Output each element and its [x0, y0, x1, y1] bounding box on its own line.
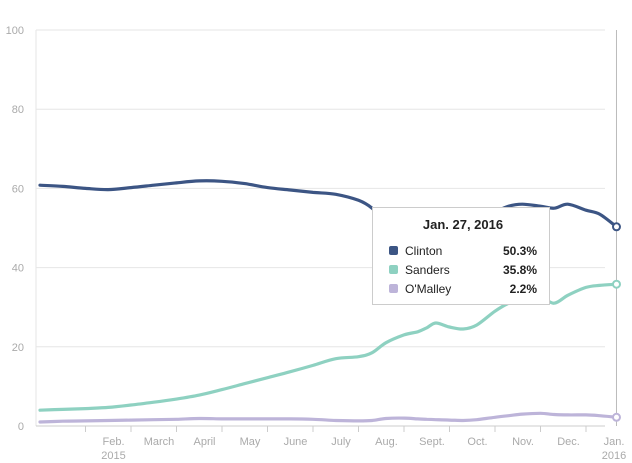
- omalley-marker: [611, 412, 621, 422]
- hover-markers: [611, 222, 621, 422]
- sanders-marker: [611, 279, 621, 289]
- tooltip-row-value: 35.8%: [502, 262, 537, 277]
- x-tick-label: July: [331, 436, 351, 448]
- tooltip-title: Jan. 27, 2016: [422, 217, 504, 232]
- x-tick-label: Oct.: [467, 436, 487, 448]
- x-tick-year: 2015: [101, 450, 125, 462]
- tooltip: Jan. 27, 2016 Clinton 50.3% Sanders 35.8…: [372, 207, 550, 305]
- x-tick-label: Dec.: [557, 436, 580, 448]
- x-tick-label: Aug.: [375, 436, 398, 448]
- tooltip-row-name: O'Malley: [405, 281, 452, 296]
- y-tick-label: 40: [12, 263, 24, 275]
- tooltip-row-name: Sanders: [405, 262, 450, 277]
- x-axis: Feb. 2015 March April May June July Aug. Sept. Oc…: [85, 426, 626, 462]
- tooltip-row-value: 50.3%: [502, 243, 537, 258]
- x-tick-year: 2016: [602, 450, 626, 462]
- x-tick-label: Sept.: [419, 436, 445, 448]
- tooltip-row-omalley: O'Malley 2.2%: [389, 279, 537, 298]
- sanders-swatch: [389, 265, 398, 274]
- x-tick-label: March: [144, 436, 175, 448]
- x-tick-label: April: [193, 436, 215, 448]
- x-tick-label: June: [284, 436, 308, 448]
- clinton-swatch: [389, 246, 398, 255]
- clinton-marker: [611, 222, 621, 232]
- tooltip-row-value: 2.2%: [509, 281, 537, 296]
- y-tick-label: 100: [6, 25, 24, 37]
- omalley-swatch: [389, 284, 398, 293]
- y-tick-label: 60: [12, 183, 24, 195]
- y-tick-label: 0: [18, 421, 24, 433]
- x-tick-label: Nov.: [512, 436, 534, 448]
- tooltip-row-sanders: Sanders 35.8%: [389, 260, 537, 279]
- x-tick-label: May: [240, 436, 261, 448]
- x-tick-label: Jan.: [604, 436, 625, 448]
- omalley-line[interactable]: [38, 411, 619, 424]
- y-tick-label: 20: [12, 342, 24, 354]
- tooltip-row-name: Clinton: [405, 243, 443, 258]
- y-tick-label: 80: [12, 104, 24, 116]
- x-tick-label: Feb.: [102, 436, 124, 448]
- tooltip-row-clinton: Clinton 50.3%: [389, 241, 537, 260]
